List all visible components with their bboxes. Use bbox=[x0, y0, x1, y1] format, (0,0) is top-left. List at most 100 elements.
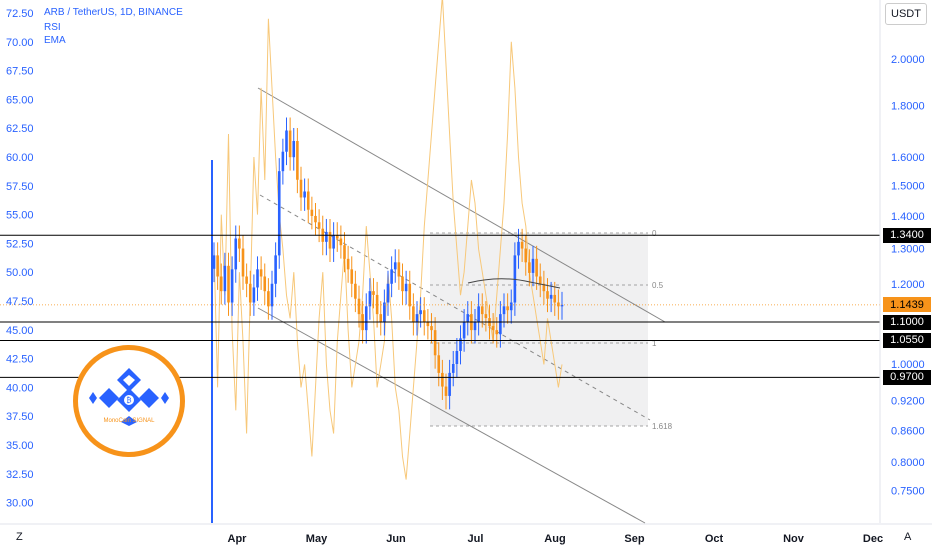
time-tick-label: Sep bbox=[624, 533, 644, 545]
candle-body bbox=[292, 140, 296, 158]
left-tick-label: 65.00 bbox=[6, 94, 34, 106]
candle-body bbox=[379, 314, 383, 323]
candle-body bbox=[325, 231, 328, 242]
right-tick-label: 2.0000 bbox=[891, 54, 925, 66]
right-tick-label: 1.0000 bbox=[891, 359, 925, 371]
symbol-title: ARB / TetherUS, 1D, BINANCE bbox=[44, 7, 183, 18]
candle-body bbox=[274, 255, 277, 284]
candle-body bbox=[354, 283, 357, 299]
candle-body bbox=[441, 372, 444, 387]
time-tick-label: Dec bbox=[863, 533, 883, 545]
candle-body bbox=[328, 231, 332, 249]
ema-line bbox=[467, 278, 561, 289]
candle-body bbox=[557, 302, 560, 307]
candle-body bbox=[270, 283, 274, 307]
candle-body bbox=[546, 291, 549, 299]
candle-body bbox=[241, 248, 245, 277]
fib-zone bbox=[430, 233, 648, 426]
candle-body bbox=[415, 314, 419, 323]
candle-body bbox=[524, 248, 528, 263]
candle-body bbox=[357, 298, 361, 315]
logo-caption: MonoCoin SIGNAL bbox=[103, 418, 155, 424]
candle-body bbox=[419, 310, 422, 315]
left-tick-label: 32.50 bbox=[6, 469, 34, 481]
candle-body bbox=[267, 291, 270, 307]
right-tick-label: 1.2000 bbox=[891, 279, 925, 291]
candle-body bbox=[538, 276, 542, 284]
right-tick-label: 0.9200 bbox=[891, 396, 925, 408]
candle-body bbox=[459, 338, 462, 351]
candle-body bbox=[430, 326, 433, 331]
left-tick-label: 70.00 bbox=[6, 37, 34, 49]
time-tick-label: Oct bbox=[705, 533, 724, 545]
ema-indicator-label[interactable]: EMA bbox=[44, 35, 66, 46]
fib-level-label: 1 bbox=[652, 339, 657, 348]
candle-body bbox=[549, 294, 553, 299]
rsi-indicator-label[interactable]: RSI bbox=[44, 22, 61, 33]
candle-body bbox=[314, 215, 317, 223]
right-tick-label: 1.3000 bbox=[891, 244, 925, 256]
candle-body bbox=[230, 269, 234, 303]
candle-body bbox=[259, 269, 263, 277]
candle-body bbox=[448, 372, 451, 396]
auto-scale-button[interactable]: A bbox=[904, 531, 912, 543]
zoom-icon[interactable]: Z bbox=[16, 531, 23, 543]
left-tick-label: 72.50 bbox=[6, 8, 34, 20]
right-tick-label: 0.7500 bbox=[891, 486, 925, 498]
time-tick-label: Nov bbox=[783, 533, 805, 545]
right-tick-label: 0.8600 bbox=[891, 425, 925, 437]
left-tick-label: 55.00 bbox=[6, 210, 34, 222]
candle-body bbox=[437, 355, 441, 373]
candle-body bbox=[303, 191, 306, 198]
left-tick-label: 47.50 bbox=[6, 296, 34, 308]
candle-body bbox=[484, 314, 488, 319]
fibonacci-retracement: 0 0.5 1 1.618 bbox=[430, 229, 673, 431]
candle-body bbox=[238, 238, 241, 249]
candle-body bbox=[227, 265, 230, 303]
right-tick-label: 1.5000 bbox=[891, 181, 925, 193]
candle-body bbox=[466, 314, 470, 323]
candle-body bbox=[343, 245, 346, 259]
left-tick-label: 35.00 bbox=[6, 440, 34, 452]
price-line-tag[interactable]: 1.1000 bbox=[883, 314, 931, 330]
right-tick-label: 1.6000 bbox=[891, 152, 925, 164]
candle-body bbox=[252, 287, 256, 303]
right-tick-label: 1.8000 bbox=[891, 100, 925, 112]
left-tick-label: 40.00 bbox=[6, 382, 34, 394]
channel-lower-line bbox=[257, 307, 646, 524]
monocoin-logo: ₿ MonoCoin SIGNAL bbox=[73, 345, 185, 457]
candle-body bbox=[288, 130, 292, 158]
candle-body bbox=[462, 322, 466, 339]
time-tick-label: Jun bbox=[386, 533, 406, 545]
time-axis: Apr May Jun Jul Aug Sep Oct Nov Dec bbox=[0, 523, 932, 545]
candle-body bbox=[216, 255, 219, 277]
descending-channel bbox=[257, 87, 666, 524]
candle-body bbox=[332, 235, 335, 249]
left-tick-label: 30.00 bbox=[6, 498, 34, 510]
price-line-tag[interactable]: 1.3400 bbox=[883, 227, 931, 243]
price-line-tag[interactable]: 1.0550 bbox=[883, 332, 931, 348]
price-line-tag[interactable]: 0.9700 bbox=[883, 369, 931, 385]
candle-body bbox=[480, 306, 484, 315]
candle-body bbox=[412, 306, 415, 323]
candle-body bbox=[285, 130, 288, 152]
candle-body bbox=[346, 258, 350, 270]
left-tick-label: 62.50 bbox=[6, 123, 34, 135]
candle-body bbox=[223, 265, 227, 292]
candle-body bbox=[433, 330, 437, 356]
currency-button[interactable]: USDT bbox=[885, 3, 927, 25]
candle-body bbox=[372, 291, 375, 295]
candle-body bbox=[310, 209, 314, 216]
candle-body bbox=[401, 276, 404, 292]
fib-level-label: 0 bbox=[652, 229, 657, 238]
candle-body bbox=[491, 326, 495, 331]
candle-body bbox=[495, 330, 499, 335]
candle-body bbox=[451, 364, 455, 373]
candle-body bbox=[281, 151, 285, 172]
channel-upper-line bbox=[257, 87, 666, 323]
candle-body bbox=[509, 302, 513, 311]
left-tick-label: 52.50 bbox=[6, 238, 34, 250]
left-tick-label: 37.50 bbox=[6, 411, 34, 423]
candle-body bbox=[408, 283, 412, 307]
